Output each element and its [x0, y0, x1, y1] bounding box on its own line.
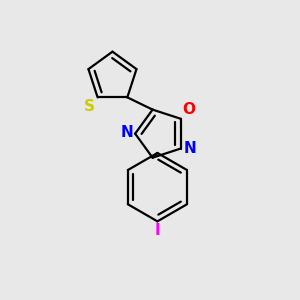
Text: N: N	[121, 125, 134, 140]
Text: O: O	[182, 102, 195, 117]
Text: I: I	[154, 223, 160, 238]
Text: S: S	[84, 99, 95, 114]
Text: N: N	[183, 141, 196, 156]
